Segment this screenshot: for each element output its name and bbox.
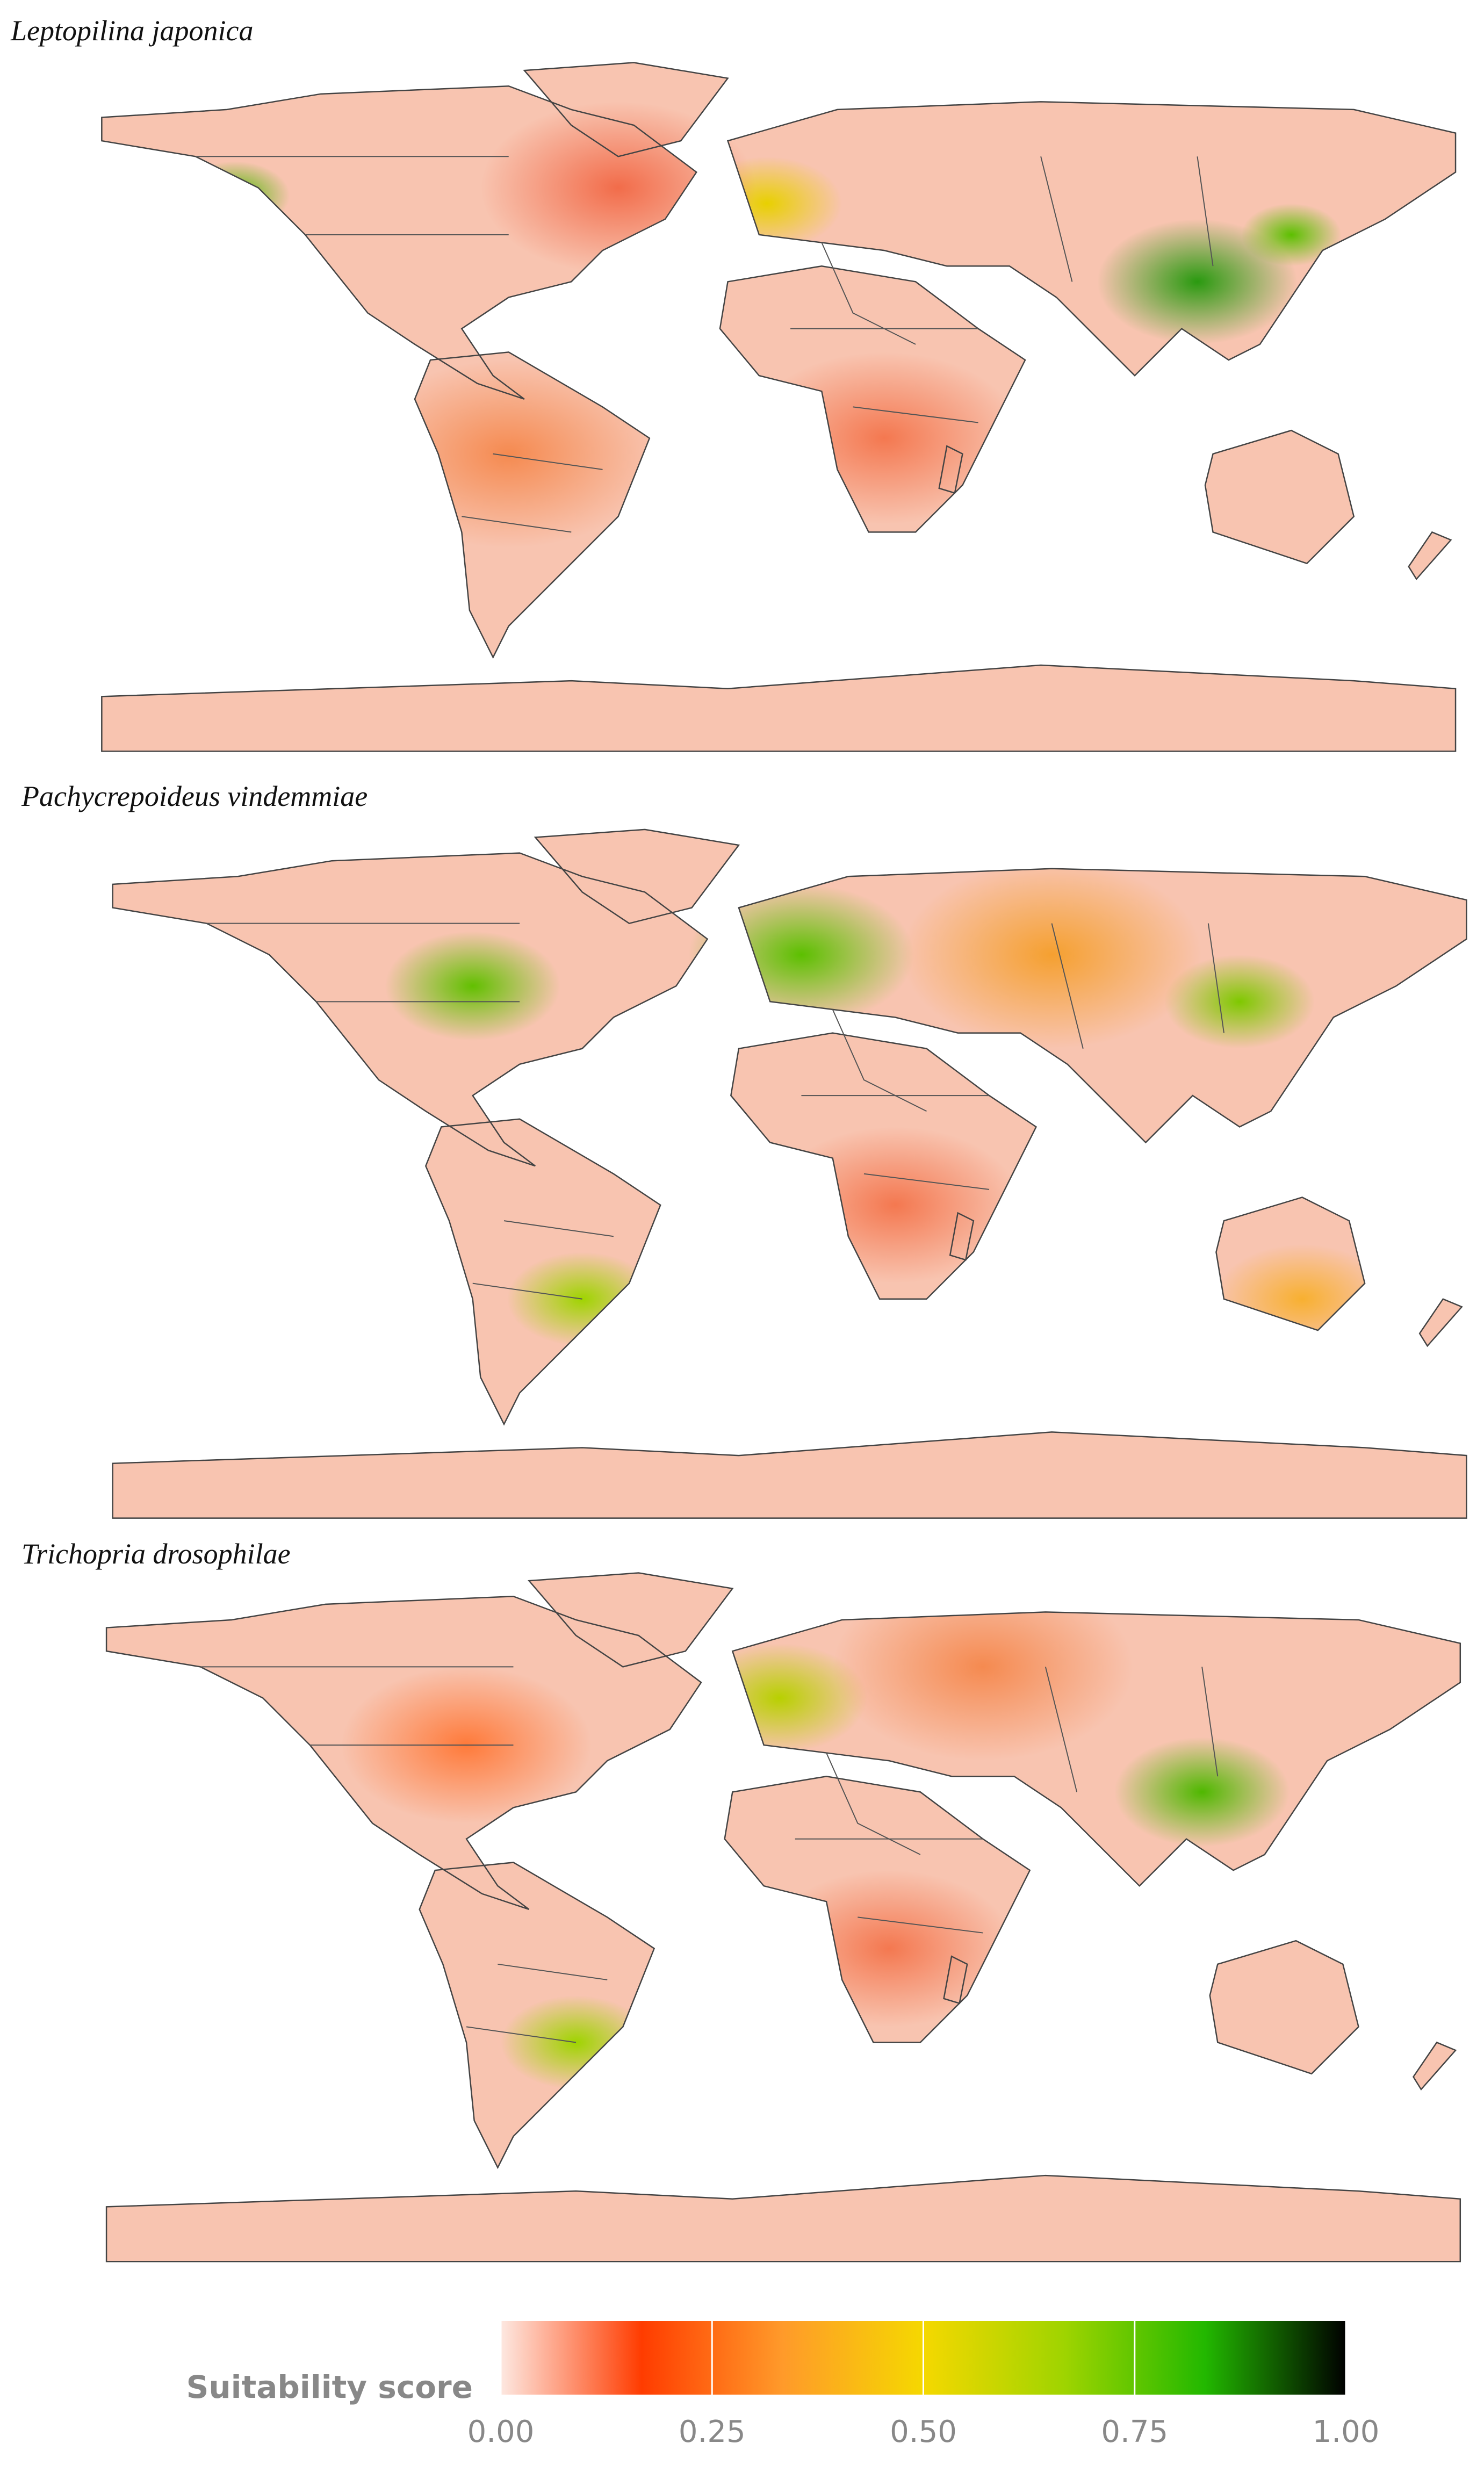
country-border — [498, 1963, 608, 1980]
map-panel — [105, 1572, 1461, 2262]
country-border — [858, 1916, 983, 1934]
suitability-patch — [770, 1127, 1021, 1284]
country-border — [1207, 923, 1224, 1033]
country-border — [1201, 1667, 1219, 1777]
suitability-patch — [1241, 203, 1342, 266]
country-border — [493, 453, 603, 470]
colorbar-tick-label: 0.50 — [890, 2414, 957, 2449]
panel-title: Trichopria drosophilae — [21, 1538, 291, 1570]
country-border — [462, 516, 572, 533]
country-border — [1040, 156, 1073, 282]
suitability-patch — [688, 884, 914, 1026]
legend-title: Suitability score — [186, 2369, 473, 2405]
suitability-patch — [763, 1870, 1014, 2027]
coastline — [101, 62, 1457, 752]
coastline — [105, 1572, 1461, 2262]
suitability-patch — [832, 1573, 1134, 1761]
colorbar-tick-label: 0.00 — [467, 2414, 535, 2449]
country-border — [832, 1009, 927, 1112]
suitability-patch — [746, 352, 1022, 524]
suitability-patch — [480, 102, 756, 274]
suitability-patch — [179, 161, 290, 230]
country-border — [1051, 923, 1084, 1049]
country-border — [1197, 156, 1214, 266]
colorbar-tick-label: 0.75 — [1101, 2414, 1168, 2449]
suitability-patch — [501, 1995, 651, 2089]
country-border — [466, 2026, 577, 2043]
country-border — [853, 406, 978, 423]
panel-title: Pachycrepoideus vindemmiae — [21, 780, 368, 812]
colorbar-tick-label: 0.25 — [679, 2414, 746, 2449]
suitability-patch — [385, 931, 560, 1041]
suitability-patch — [1097, 219, 1298, 344]
suitability-patch — [1164, 954, 1315, 1049]
country-border — [821, 242, 916, 345]
panel-title: Leptopilina japonica — [10, 15, 254, 47]
map-panel — [112, 828, 1467, 1519]
country-border — [472, 1282, 582, 1300]
map-panel — [101, 62, 1457, 752]
suitability-patch — [1214, 1244, 1390, 1354]
country-border — [863, 1173, 990, 1190]
country-border — [1044, 1667, 1078, 1792]
suitability-patch — [1114, 1737, 1290, 1847]
country-border — [503, 1220, 614, 1237]
colorbar-tick-label: 1.00 — [1313, 2414, 1380, 2449]
country-border — [826, 1753, 921, 1855]
coastline — [112, 828, 1467, 1519]
suitability-patch — [901, 861, 1202, 1049]
